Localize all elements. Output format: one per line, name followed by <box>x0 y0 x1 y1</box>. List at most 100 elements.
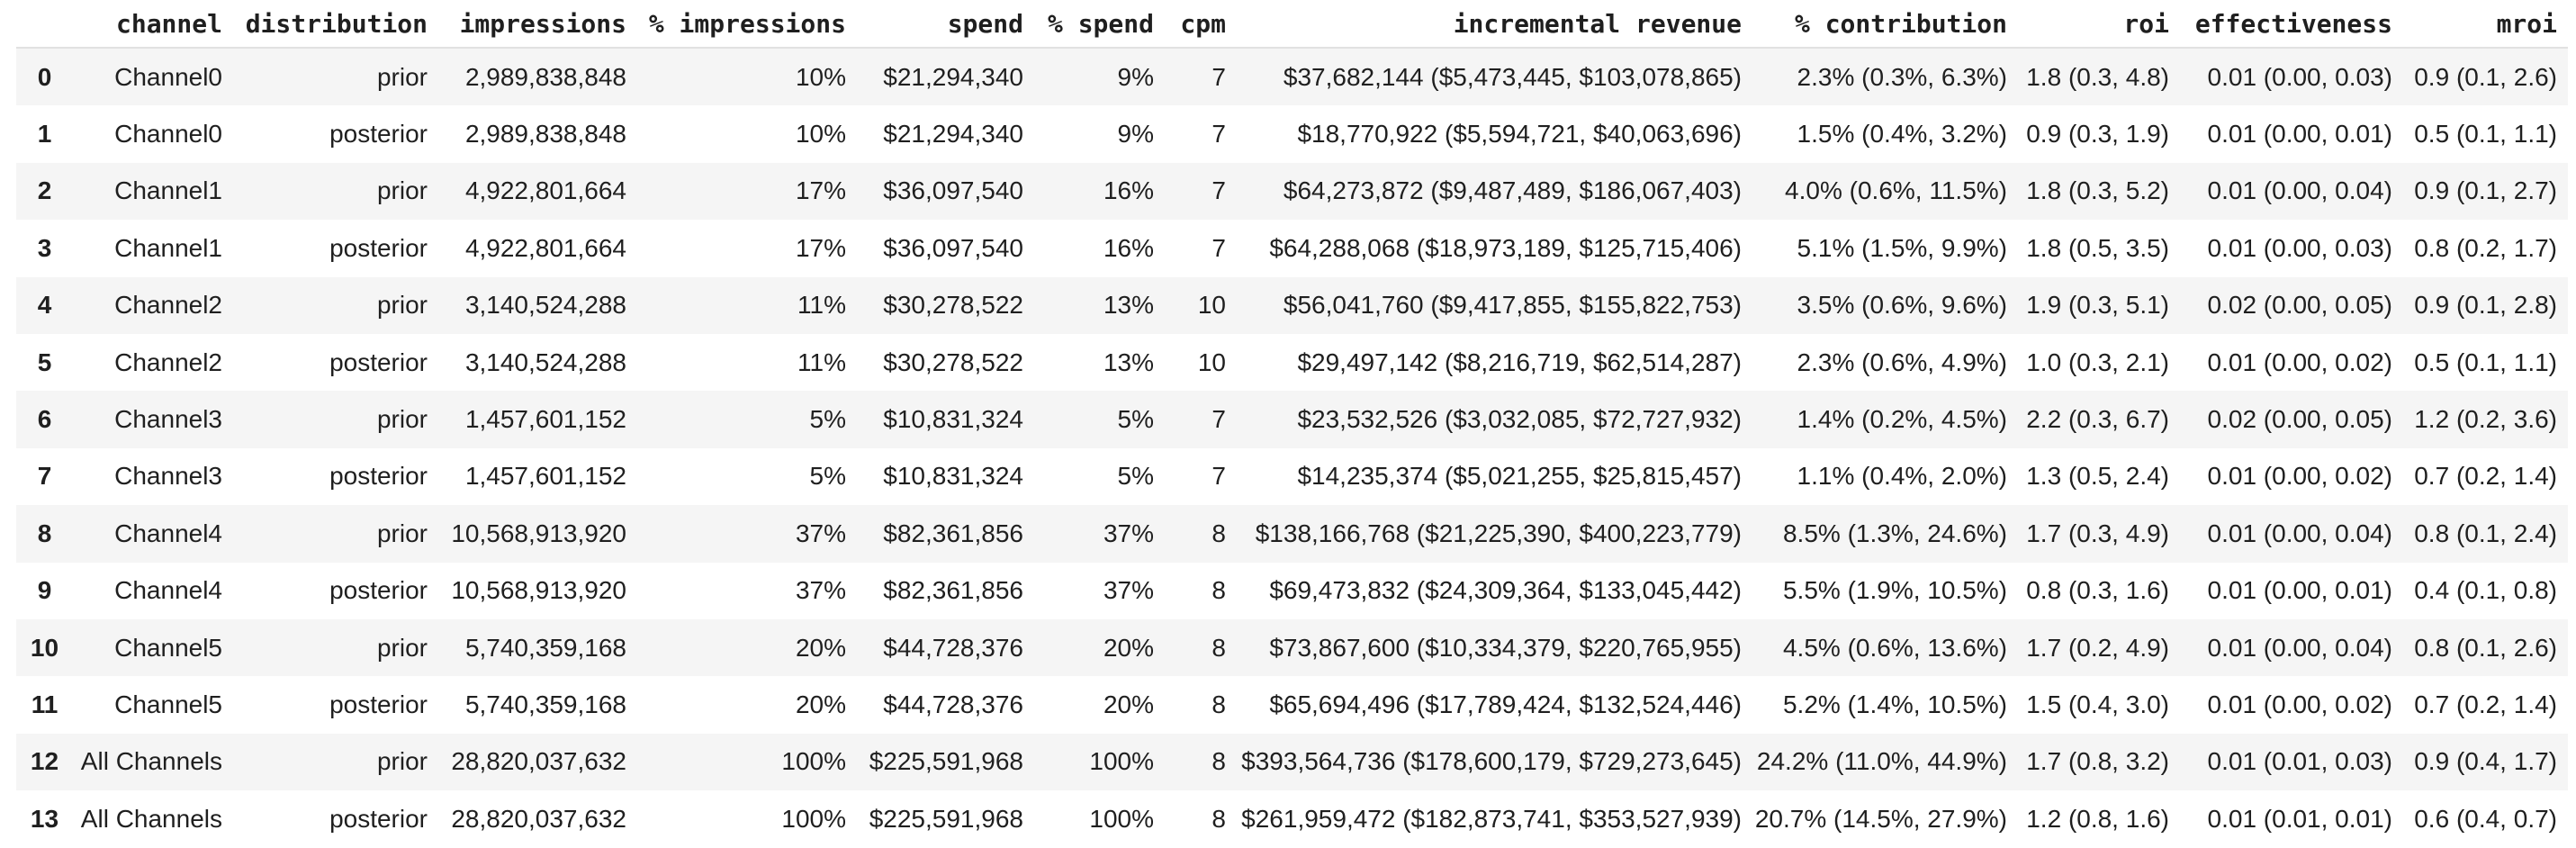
cell-roi: 1.8 (0.3, 4.8) <box>2026 62 2169 91</box>
cell-impressions: 20% <box>795 690 846 718</box>
dataframe-output: channel distribution impressions% impressi… <box>16 0 2568 847</box>
cell-spend: $225,591,968 <box>869 804 1023 833</box>
cell-impressions: 11% <box>797 291 846 320</box>
cell-mroi: 0.6 (0.4, 0.7) <box>2414 804 2557 833</box>
cell-incremental-revenue: $64,273,872 ($9,487,489, $186,067,403) <box>1283 176 1742 205</box>
cell-channel: Channel1 <box>114 233 222 262</box>
cell-channel: Channel2 <box>114 347 222 376</box>
cell-cpm: 8 <box>1211 804 1226 833</box>
column-header-effectiveness: effectiveness <box>2169 0 2392 49</box>
table-row: 9 Channel4 posterior 10,568,913,920 37% $82,3… <box>16 563 2568 619</box>
row-index-cell: 2 <box>37 176 52 205</box>
cell-effectiveness: 0.01 (0.00, 0.01) <box>2207 120 2392 149</box>
cell-distribution: prior <box>376 176 428 205</box>
cell-effectiveness: 0.01 (0.00, 0.03) <box>2207 233 2392 262</box>
column-header-cpm: cpm <box>1154 0 1226 49</box>
column-header-spend: % spend <box>1023 0 1154 49</box>
cell-mroi: 0.9 (0.4, 1.7) <box>2414 747 2557 776</box>
cell-effectiveness: 0.01 (0.00, 0.02) <box>2207 347 2392 376</box>
cell-impressions: 5% <box>809 462 846 491</box>
cell-spend: 5% <box>1117 462 1154 491</box>
cell-spend: $30,278,522 <box>883 347 1023 376</box>
cell-effectiveness: 0.01 (0.00, 0.04) <box>2207 519 2392 547</box>
cell-impressions: 2,989,838,848 <box>464 62 626 91</box>
cell-impressions: 1,457,601,152 <box>464 405 626 434</box>
cell-channel: Channel4 <box>114 576 222 605</box>
cell-mroi: 0.9 (0.1, 2.6) <box>2414 62 2557 91</box>
cell-effectiveness: 0.01 (0.00, 0.04) <box>2207 633 2392 662</box>
cell-spend: 20% <box>1103 633 1154 662</box>
cell-distribution: posterior <box>329 347 428 376</box>
cell-cpm: 7 <box>1211 120 1226 149</box>
cell-impressions: 28,820,037,632 <box>451 747 626 776</box>
row-index-cell: 6 <box>37 405 52 434</box>
cell-distribution: posterior <box>329 462 428 491</box>
cell-impressions: 37% <box>795 576 846 605</box>
cell-distribution: prior <box>376 519 428 547</box>
cell-effectiveness: 0.01 (0.01, 0.01) <box>2207 804 2392 833</box>
cell-impressions: 28,820,037,632 <box>451 804 626 833</box>
cell-cpm: 8 <box>1211 690 1226 718</box>
row-index-cell: 11 <box>31 690 59 718</box>
column-header-distribution: distribution <box>222 0 428 49</box>
row-index-cell: 8 <box>37 519 52 547</box>
column-header-channel: channel <box>73 0 222 49</box>
cell-effectiveness: 0.01 (0.01, 0.03) <box>2207 747 2392 776</box>
cell-contribution: 24.2% (11.0%, 44.9%) <box>1756 747 2007 776</box>
cell-contribution: 5.5% (1.9%, 10.5%) <box>1782 576 2007 605</box>
table-row: 13 All Channels posterior 28,820,037,632 100… <box>16 790 2568 847</box>
cell-roi: 1.9 (0.3, 5.1) <box>2026 291 2169 320</box>
table-row: 12 All Channels prior 28,820,037,632 100% $22… <box>16 733 2568 791</box>
cell-effectiveness: 0.01 (0.00, 0.01) <box>2207 576 2392 605</box>
cell-channel: Channel3 <box>114 405 222 434</box>
cell-mroi: 1.2 (0.2, 3.6) <box>2414 405 2557 434</box>
table-row: 7 Channel3 posterior 1,457,601,152 5% $10,831… <box>16 448 2568 505</box>
cell-impressions: 100% <box>781 747 846 776</box>
cell-spend: 16% <box>1103 176 1154 205</box>
cell-impressions: 17% <box>795 233 846 262</box>
cell-mroi: 0.8 (0.1, 2.4) <box>2414 519 2557 547</box>
table-row: 0 Channel0 prior 2,989,838,848 10% $21,294,34… <box>16 48 2568 106</box>
cell-roi: 1.5 (0.4, 3.0) <box>2026 690 2169 718</box>
cell-contribution: 1.4% (0.2%, 4.5%) <box>1797 405 2007 434</box>
cell-contribution: 20.7% (14.5%, 27.9%) <box>1754 804 2007 833</box>
cell-spend: 9% <box>1117 62 1154 91</box>
cell-mroi: 0.5 (0.1, 1.1) <box>2414 347 2557 376</box>
cell-roi: 0.9 (0.3, 1.9) <box>2026 120 2169 149</box>
cell-incremental-revenue: $393,564,736 ($178,600,179, $729,273,645… <box>1241 747 1742 776</box>
table-row: 4 Channel2 prior 3,140,524,288 11% $30,278,52… <box>16 276 2568 334</box>
cell-incremental-revenue: $65,694,496 ($17,789,424, $132,524,446) <box>1269 690 1742 718</box>
column-header-impressions: impressions <box>428 0 626 49</box>
cell-incremental-revenue: $18,770,922 ($5,594,721, $40,063,696) <box>1297 120 1742 149</box>
cell-impressions: 3,140,524,288 <box>464 347 626 376</box>
cell-mroi: 0.8 (0.2, 1.7) <box>2414 233 2557 262</box>
cell-roi: 1.7 (0.8, 3.2) <box>2026 747 2169 776</box>
table-body: 0 Channel0 prior 2,989,838,848 10% $21,294,34… <box>16 48 2568 847</box>
header-row: channel distribution impressions% impressi… <box>16 0 2568 49</box>
cell-distribution: prior <box>376 405 428 434</box>
cell-roi: 1.8 (0.3, 5.2) <box>2026 176 2169 205</box>
cell-spend: $30,278,522 <box>883 291 1023 320</box>
cell-incremental-revenue: $64,288,068 ($18,973,189, $125,715,406) <box>1269 233 1742 262</box>
cell-cpm: 10 <box>1197 291 1226 320</box>
cell-impressions: 100% <box>781 804 846 833</box>
cell-contribution: 5.1% (1.5%, 9.9%) <box>1797 233 2007 262</box>
cell-incremental-revenue: $29,497,142 ($8,216,719, $62,514,287) <box>1297 347 1742 376</box>
table-row: 8 Channel4 prior 10,568,913,920 37% $82,361,8… <box>16 505 2568 563</box>
cell-spend: $10,831,324 <box>883 462 1023 491</box>
cell-effectiveness: 0.01 (0.00, 0.04) <box>2207 176 2392 205</box>
cell-cpm: 7 <box>1211 233 1226 262</box>
cell-incremental-revenue: $138,166,768 ($21,225,390, $400,223,779) <box>1255 519 1742 547</box>
cell-contribution: 2.3% (0.6%, 4.9%) <box>1797 347 2007 376</box>
cell-spend: $82,361,856 <box>883 576 1023 605</box>
cell-incremental-revenue: $23,532,526 ($3,032,085, $72,727,932) <box>1297 405 1742 434</box>
cell-impressions: 5,740,359,168 <box>464 690 626 718</box>
column-header-mroi: mroi <box>2392 0 2568 49</box>
cell-distribution: prior <box>376 62 428 91</box>
cell-contribution: 4.5% (0.6%, 13.6%) <box>1782 633 2007 662</box>
cell-impressions: 3,140,524,288 <box>464 291 626 320</box>
cell-impressions: 5,740,359,168 <box>464 633 626 662</box>
cell-mroi: 0.9 (0.1, 2.7) <box>2414 176 2557 205</box>
cell-incremental-revenue: $56,041,760 ($9,417,855, $155,822,753) <box>1283 291 1742 320</box>
cell-spend: 9% <box>1117 120 1154 149</box>
